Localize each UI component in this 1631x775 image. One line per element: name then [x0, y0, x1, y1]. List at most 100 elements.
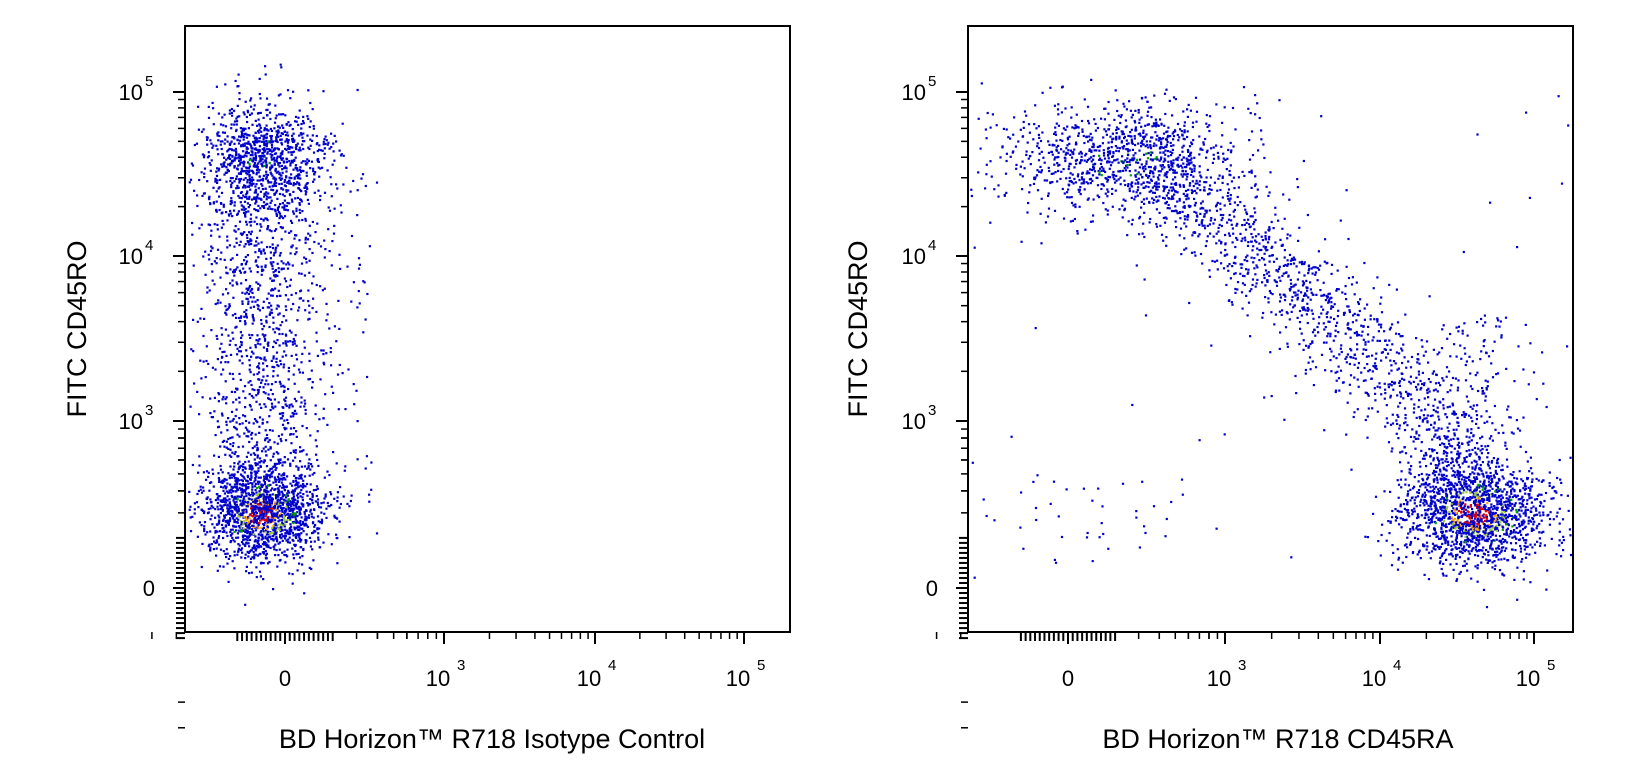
event-point — [301, 210, 304, 213]
event-point — [272, 321, 275, 324]
event-point — [256, 480, 259, 483]
event-point — [306, 467, 309, 470]
y-tick-label: 10 — [119, 409, 143, 434]
event-point — [1130, 223, 1133, 226]
event-point — [277, 205, 280, 208]
event-point — [308, 271, 311, 274]
event-point — [316, 430, 319, 433]
event-point — [358, 302, 361, 305]
event-point — [291, 128, 294, 131]
event-point — [330, 195, 333, 198]
event-point — [272, 515, 275, 518]
event-point — [233, 550, 236, 553]
event-point — [297, 481, 300, 484]
event-point — [206, 286, 209, 289]
event-point — [226, 168, 229, 171]
event-point — [225, 519, 228, 523]
event-point — [247, 127, 250, 130]
event-point — [296, 515, 299, 518]
event-point — [240, 263, 243, 266]
event-point — [249, 224, 252, 227]
event-point — [286, 530, 289, 533]
event-point — [1109, 135, 1112, 138]
event-point — [1140, 200, 1143, 203]
event-point — [228, 501, 231, 504]
event-point — [216, 179, 219, 182]
event-point — [286, 505, 290, 508]
event-point — [219, 140, 222, 143]
event-point — [259, 476, 262, 479]
event-point — [265, 319, 268, 322]
event-point — [1116, 99, 1119, 102]
event-point — [1155, 208, 1158, 211]
event-point — [246, 181, 249, 184]
event-point — [321, 149, 324, 152]
event-point — [298, 203, 301, 206]
event-point — [269, 499, 272, 502]
event-point — [244, 553, 247, 556]
event-point — [200, 524, 203, 527]
event-point — [259, 514, 262, 517]
event-point — [238, 460, 241, 463]
event-point — [292, 493, 295, 496]
event-point — [275, 494, 279, 498]
event-point — [364, 467, 367, 470]
event-point — [331, 163, 334, 166]
event-point — [255, 494, 258, 497]
event-point — [245, 291, 249, 294]
event-point — [251, 488, 254, 491]
event-point — [1094, 162, 1097, 165]
event-point — [292, 182, 295, 185]
event-point — [1255, 195, 1258, 198]
event-point — [265, 128, 268, 131]
event-point — [235, 477, 238, 480]
event-point — [350, 494, 353, 497]
event-point — [299, 491, 302, 494]
event-point — [285, 208, 288, 211]
event-point — [259, 501, 262, 505]
event-point — [276, 134, 279, 137]
event-point — [287, 179, 291, 182]
event-point — [248, 359, 251, 362]
event-point — [274, 184, 277, 187]
event-point — [319, 285, 322, 288]
event-point — [262, 386, 265, 389]
event-point — [1273, 279, 1276, 282]
event-point — [1034, 104, 1037, 107]
event-point — [335, 462, 338, 465]
event-point — [284, 230, 287, 233]
event-point — [231, 372, 234, 376]
event-point — [279, 252, 282, 255]
event-point — [280, 138, 283, 141]
event-point — [1250, 186, 1253, 189]
event-point — [289, 252, 292, 255]
event-point — [265, 108, 268, 112]
event-point — [1166, 130, 1169, 133]
event-point — [238, 163, 241, 166]
event-point — [259, 488, 262, 491]
event-point — [258, 403, 261, 406]
event-point — [244, 243, 247, 246]
event-point — [275, 478, 278, 481]
event-point — [329, 491, 332, 494]
event-point — [1172, 188, 1175, 191]
event-point — [305, 517, 308, 520]
event-point — [261, 188, 264, 191]
event-point — [250, 471, 253, 474]
event-point — [264, 264, 267, 267]
event-point — [1078, 190, 1081, 193]
event-point — [1153, 168, 1156, 171]
event-point — [258, 515, 261, 518]
event-point — [231, 496, 234, 499]
event-point — [263, 504, 266, 507]
event-point — [225, 513, 228, 517]
event-point — [235, 490, 238, 493]
event-point — [229, 448, 232, 451]
event-point — [278, 490, 281, 493]
event-point — [232, 377, 235, 380]
event-point — [246, 297, 249, 301]
event-point — [291, 484, 294, 487]
event-point — [250, 178, 253, 182]
event-point — [1027, 123, 1031, 126]
event-point — [1002, 127, 1005, 130]
